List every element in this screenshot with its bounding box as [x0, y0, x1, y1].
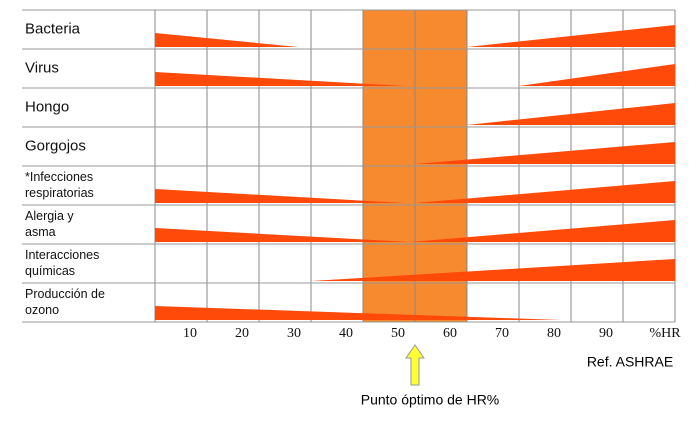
category-label: Interacciones: [25, 248, 99, 262]
x-tick-label: 10: [183, 326, 197, 341]
optimal-arrow: [405, 344, 425, 386]
x-tick-label: %HR: [649, 326, 681, 341]
increase-wedge: [311, 259, 675, 281]
category-label: respiratorias: [25, 186, 94, 200]
plot: 10 20 30 40 50 60 70 80 90 %HR Bacteria Virus Hongo G…: [22, 9, 681, 386]
increase-wedge: [519, 64, 675, 86]
increase-wedge: [409, 220, 675, 242]
increase-wedge: [467, 25, 675, 47]
category-label: Alergia y: [25, 209, 74, 223]
decrease-wedge: [155, 189, 405, 203]
category-label: asma: [25, 225, 56, 239]
decrease-wedge: [155, 306, 561, 320]
x-tick-label: 90: [599, 326, 613, 341]
category-label: *Infecciones: [25, 170, 93, 184]
x-tick-label: 80: [547, 326, 561, 341]
reference: Ref. ASHRAE: [587, 354, 673, 370]
optimal-label: Punto óptimo de HR%: [361, 392, 500, 408]
category-label: ozono: [25, 303, 59, 317]
category-label: Hongo: [25, 98, 69, 115]
increase-wedge: [467, 103, 675, 125]
increase-wedge: [415, 181, 675, 203]
category-label: Bacteria: [25, 20, 81, 37]
category-label: Producción de: [25, 287, 105, 301]
x-tick-label: 60: [443, 326, 457, 341]
increase-wedge: [415, 142, 675, 164]
decrease-wedge: [155, 228, 410, 242]
decrease-wedge: [155, 33, 298, 47]
category-label: Virus: [25, 59, 59, 76]
category-label: Gorgojos: [25, 137, 86, 154]
x-tick-label: 30: [287, 326, 301, 341]
category-label: químicas: [25, 264, 75, 278]
x-tick-label: 70: [495, 326, 509, 341]
x-tick-label: 20: [235, 326, 249, 341]
x-tick-label: 50: [391, 326, 405, 341]
decrease-wedge: [155, 72, 405, 86]
x-tick-label: 40: [339, 326, 353, 341]
